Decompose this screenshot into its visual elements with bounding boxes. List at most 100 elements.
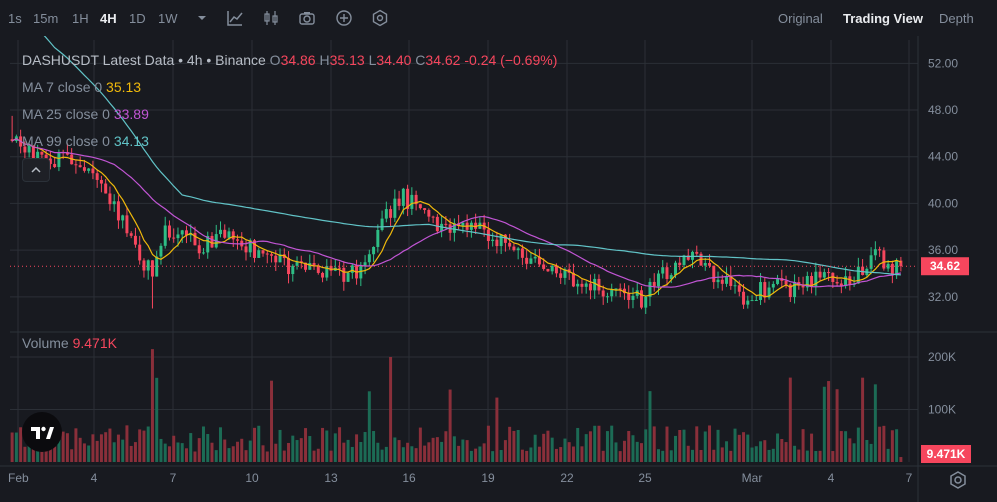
candle (91, 160, 95, 180)
chevron-down-icon[interactable] (193, 9, 211, 27)
candle-body (350, 265, 354, 273)
candle-body (87, 168, 91, 171)
last-price-tag: 34.62 (921, 257, 969, 276)
candle (389, 205, 393, 228)
legend-collapse-button[interactable] (22, 158, 50, 182)
legend-ma99-value: 34.13 (113, 133, 149, 149)
volume-bar (852, 443, 856, 462)
candle (95, 169, 99, 188)
candle-body (793, 281, 797, 298)
candle-body (559, 273, 563, 278)
volume-bar (580, 446, 584, 462)
candle (805, 271, 809, 292)
candle (580, 279, 584, 294)
volume-bar (631, 435, 635, 462)
last-volume-tag-bg (921, 445, 971, 463)
volume-bar (333, 433, 337, 462)
indicators-icon[interactable] (226, 9, 244, 27)
candle-body (410, 194, 414, 209)
candle-body (669, 275, 673, 279)
volume-bar (882, 425, 886, 462)
candle (125, 206, 129, 237)
volume-bar (461, 439, 465, 462)
view-tab-original[interactable]: Original (778, 11, 823, 26)
volume-bar (776, 433, 780, 462)
ma25-line (11, 138, 901, 288)
time-tick-label: 10 (245, 471, 259, 485)
candle-body (53, 163, 57, 168)
candle-style-icon[interactable] (262, 9, 280, 27)
candle (167, 220, 171, 241)
volume-bar (805, 450, 809, 462)
candle (593, 273, 597, 299)
candle (99, 175, 103, 193)
timeframe-1w[interactable]: 1W (158, 11, 178, 26)
candle (325, 259, 329, 281)
candle-body (580, 283, 584, 287)
volume-tick-label: 200K (928, 350, 956, 364)
candle-body (716, 279, 720, 283)
legend-change: -0.24 (−0.69%) (464, 52, 558, 68)
volume-bar (261, 445, 265, 462)
volume-bar (567, 442, 571, 462)
candle (754, 295, 758, 301)
candle-body (27, 145, 31, 153)
plus-circle-icon[interactable] (335, 9, 353, 27)
view-tab-depth[interactable]: Depth (939, 11, 974, 26)
volume-bar (146, 426, 150, 462)
volume-bar (108, 428, 112, 462)
volume-bar (201, 426, 205, 462)
candle (410, 187, 414, 215)
candle (414, 190, 418, 211)
volume-bar (244, 450, 248, 462)
volume-bar (818, 450, 822, 462)
candle (197, 239, 201, 259)
volume-bar (614, 442, 618, 462)
volume-bar (474, 448, 478, 462)
candle (793, 274, 797, 304)
volume-bar (873, 384, 877, 462)
view-tab-trading-view[interactable]: Trading View (843, 11, 923, 26)
volume-bar (797, 449, 801, 462)
timeframe-15m[interactable]: 15m (33, 11, 59, 26)
price-chart[interactable]: 32.00 36.00 40.00 44.00 48.00 52.00 100K 200K Fe… (0, 36, 997, 502)
candle-body (150, 260, 154, 277)
settings-hex-icon[interactable] (371, 9, 389, 27)
price-tick-label: 40.00 (928, 196, 958, 210)
volume-bar (427, 442, 431, 462)
candle (159, 243, 163, 265)
candle (253, 239, 257, 263)
legend-ma25-label: MA 25 close 0 (22, 106, 110, 122)
candle-body (771, 283, 775, 288)
volume-bar (393, 437, 397, 462)
legend-open-label: O (269, 52, 281, 68)
volume-bar (516, 429, 520, 462)
volume-bar (605, 431, 609, 462)
volume-bar (890, 430, 894, 462)
timeframe-1s[interactable]: 1s (8, 11, 22, 26)
timeframe-4h[interactable]: 4H (100, 11, 117, 26)
candle-body (695, 251, 699, 254)
timeframe-1d[interactable]: 1D (129, 11, 146, 26)
candle-body (397, 198, 401, 206)
volume-bar (197, 438, 201, 462)
candle (435, 214, 439, 234)
volume-bar (295, 440, 299, 462)
camera-icon[interactable] (298, 9, 316, 27)
candle-body (346, 272, 350, 282)
volume-bar (397, 440, 401, 462)
candle (763, 277, 767, 303)
volume-bar (367, 391, 371, 462)
candle (146, 259, 150, 280)
volume-bar (338, 427, 342, 462)
candle (206, 231, 210, 259)
candle (750, 295, 754, 302)
candle-body (882, 250, 886, 269)
tradingview-logo[interactable] (22, 412, 62, 452)
volume-bar (648, 391, 652, 462)
candle-body (801, 285, 805, 288)
timeframe-1h[interactable]: 1H (72, 11, 89, 26)
legend-ma99-label: MA 99 close 0 (22, 133, 110, 149)
chart-settings-icon[interactable] (948, 470, 968, 490)
candle (461, 221, 465, 234)
